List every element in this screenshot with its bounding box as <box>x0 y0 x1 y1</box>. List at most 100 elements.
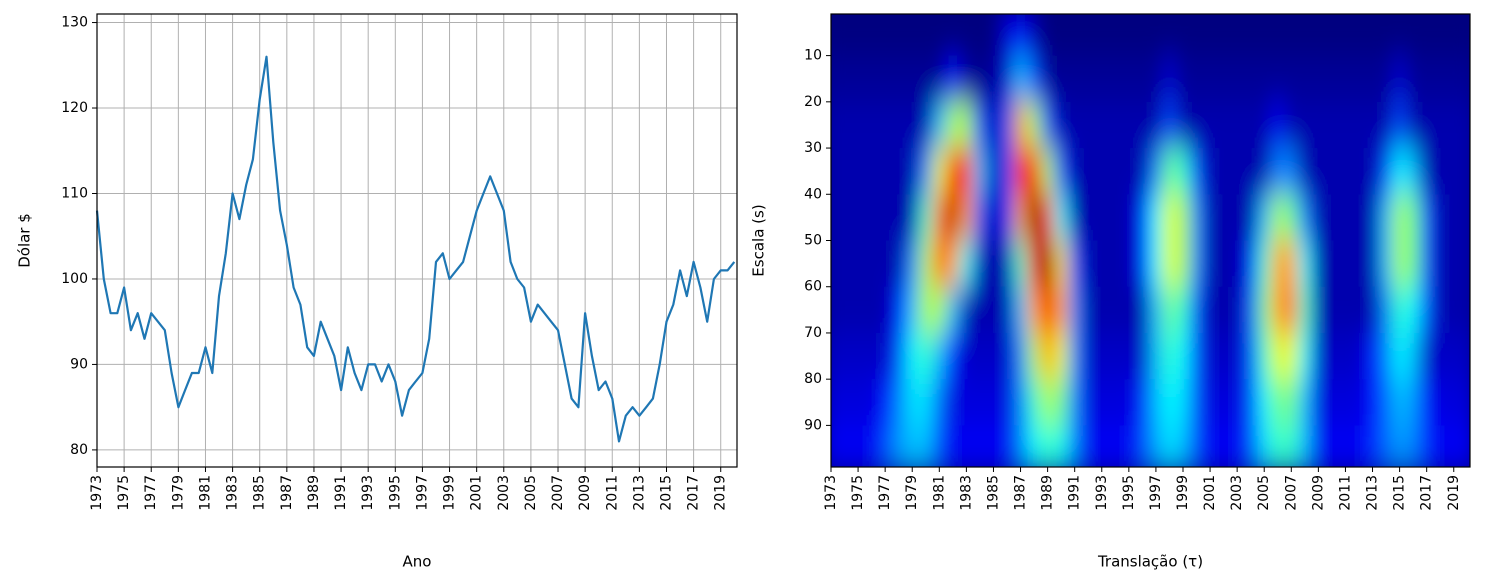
y-axis-label: Escala (s) <box>750 204 768 276</box>
heatmap-cell <box>1352 148 1367 195</box>
heatmap-cell <box>1284 240 1299 288</box>
heatmap-cell <box>1122 194 1137 241</box>
heatmap-cell <box>1338 101 1353 149</box>
heatmap-cell <box>1379 101 1394 149</box>
heatmap-cell <box>851 55 866 103</box>
x-tick-label: 1985 <box>252 475 268 511</box>
heatmap-cell <box>878 332 893 380</box>
heatmap-cell <box>1108 332 1123 380</box>
heatmap-cell <box>1027 148 1042 195</box>
heatmap-cell <box>959 14 974 57</box>
heatmap-cell <box>1162 286 1177 334</box>
heatmap-cell <box>932 240 947 288</box>
heatmap-cell <box>1081 194 1096 241</box>
heatmap-cell <box>1230 240 1245 288</box>
heatmap-cell <box>851 425 866 467</box>
heatmap-cell <box>1040 148 1055 195</box>
x-tick-label: 1989 <box>306 475 322 511</box>
heatmap-cell <box>1460 425 1470 467</box>
heatmap-cell <box>918 14 934 57</box>
heatmap-cell <box>1135 148 1150 195</box>
heatmap-cell <box>1081 148 1096 195</box>
heatmap-cell <box>1446 425 1462 467</box>
heatmap-cell <box>1135 286 1150 334</box>
heatmap-cell <box>1284 148 1299 195</box>
heatmap-cell <box>1365 425 1380 467</box>
heatmap-cell <box>1365 332 1380 380</box>
heatmap-cell <box>1230 286 1245 334</box>
heatmap-cell <box>918 425 934 467</box>
heatmap-cell <box>878 240 893 288</box>
heatmap-cell <box>1352 240 1367 288</box>
heatmap-cell <box>851 14 866 57</box>
heatmap-cell <box>891 101 906 149</box>
heatmap-cell <box>1284 194 1299 241</box>
heatmap-cell <box>1176 425 1191 467</box>
heatmap-cell <box>1054 101 1069 149</box>
heatmap-cell <box>1203 14 1218 57</box>
heatmap-cell <box>1270 286 1286 334</box>
heatmap-cell <box>831 194 839 241</box>
heatmap-cell <box>1054 148 1069 195</box>
heatmap-cell <box>1216 286 1231 334</box>
heatmap-cell <box>1338 55 1353 103</box>
heatmap-cell <box>1000 101 1015 149</box>
heatmap-cell <box>1243 286 1258 334</box>
x-tick-label: 1981 <box>197 475 213 511</box>
heatmap-cell <box>1000 286 1015 334</box>
heatmap-cell <box>1176 332 1191 380</box>
heatmap-cell <box>1189 425 1204 467</box>
y-tick-label: 90 <box>804 417 822 433</box>
heatmap-cell <box>1433 14 1448 57</box>
heatmap-cell <box>864 148 879 195</box>
heatmap-cell <box>1446 148 1462 195</box>
heatmap-cell <box>891 55 906 103</box>
heatmap-cell <box>891 425 906 467</box>
heatmap-cell <box>1257 379 1272 426</box>
heatmap-cell <box>1406 379 1421 426</box>
x-tick-label: 1987 <box>1013 475 1029 511</box>
heatmap-cell <box>932 379 947 426</box>
axes-frame <box>96 13 738 468</box>
heatmap-cell <box>891 332 906 380</box>
heatmap-cell <box>837 14 852 57</box>
heatmap-cell <box>1013 194 1028 241</box>
x-tick-label: 1973 <box>823 475 839 511</box>
heatmap-cell <box>1406 425 1421 467</box>
heatmap-cell <box>1419 240 1434 288</box>
heatmap-cell <box>932 101 947 149</box>
heatmap-cell <box>1433 55 1448 103</box>
heatmap-cell <box>946 101 961 149</box>
heatmap-cell <box>1298 101 1313 149</box>
heatmap-cell <box>878 148 893 195</box>
heatmap-cell <box>1460 286 1470 334</box>
heatmap-cell <box>1203 55 1218 103</box>
heatmap-cell <box>1352 55 1367 103</box>
x-tick-label: 2019 <box>713 475 729 511</box>
heatmap-cell <box>1460 379 1470 426</box>
heatmap-cell <box>1325 101 1340 149</box>
heatmap-cell <box>1054 332 1069 380</box>
heatmap-cell <box>1352 425 1367 467</box>
x-tick-label: 1993 <box>360 475 376 511</box>
heatmap-cell <box>1054 14 1069 57</box>
heatmap-cell <box>1392 425 1407 467</box>
heatmap-cell <box>1189 101 1204 149</box>
x-tick-label: 1997 <box>414 475 430 511</box>
heatmap-cell <box>1379 286 1394 334</box>
heatmap-cell <box>1352 332 1367 380</box>
heatmap-cell <box>1284 332 1299 380</box>
heatmap-cell <box>1433 148 1448 195</box>
heatmap-cell <box>1054 286 1069 334</box>
heatmap-cell <box>1108 14 1123 57</box>
heatmap-cell <box>1433 101 1448 149</box>
heatmap-cell <box>1257 55 1272 103</box>
heatmap-cell <box>1298 194 1313 241</box>
x-tick-label: 1975 <box>850 475 866 511</box>
heatmap-cell <box>1230 425 1245 467</box>
heatmap-cell <box>1203 101 1218 149</box>
heatmap-cell <box>1176 14 1191 57</box>
heatmap-cell <box>959 379 974 426</box>
heatmap-cell <box>1446 194 1462 241</box>
heatmap-cell <box>1176 101 1191 149</box>
